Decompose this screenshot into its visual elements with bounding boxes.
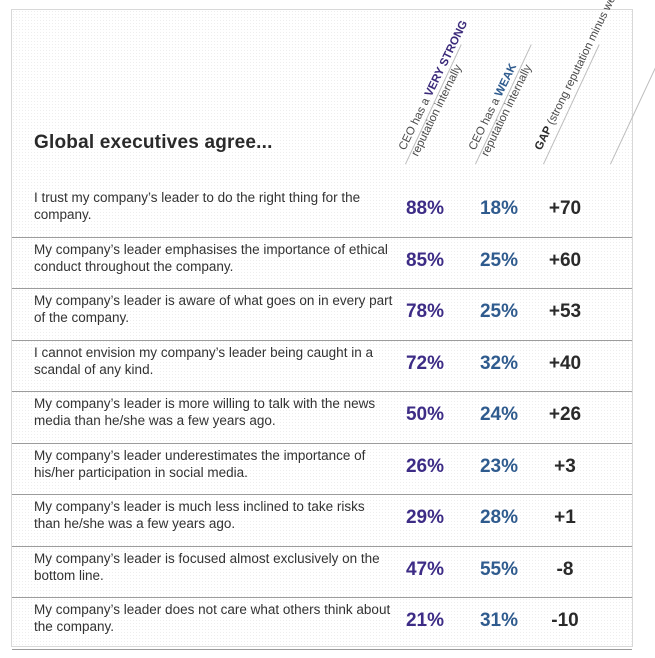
- value-very-strong: 78%: [405, 301, 445, 322]
- row-statement: My company’s leader is more willing to t…: [34, 396, 376, 428]
- value-gap: +3: [554, 455, 576, 477]
- table-row: My company’s leader is much less incline…: [12, 495, 632, 547]
- value-weak: 25%: [479, 249, 519, 271]
- value-weak: 24%: [479, 404, 519, 425]
- row-statement: I cannot envision my company’s leader be…: [34, 344, 373, 377]
- value-weak: 18%: [479, 198, 519, 219]
- value-very-strong: 50%: [405, 404, 445, 425]
- column-header-emphasis: GAP: [532, 124, 555, 153]
- table-row: My company’s leader does not care what o…: [12, 598, 632, 650]
- value-weak: 55%: [479, 558, 519, 580]
- table-row: My company’s leader emphasises the impor…: [12, 238, 632, 289]
- value-weak: 31%: [479, 610, 519, 631]
- table-row: My company’s leader is aware of what goe…: [12, 289, 632, 341]
- value-weak: 23%: [479, 455, 519, 477]
- table-row: My company’s leader is focused almost ex…: [12, 547, 632, 598]
- value-weak: 25%: [479, 301, 519, 322]
- table-body: I trust my company’s leader to do the ri…: [12, 186, 632, 650]
- table-row: I trust my company’s leader to do the ri…: [12, 186, 632, 238]
- value-weak: 32%: [479, 352, 519, 374]
- value-very-strong: 47%: [405, 558, 445, 580]
- row-statement: I trust my company’s leader to do the ri…: [34, 190, 361, 222]
- chart-frame: Global executives agree... CEO has a VER…: [12, 0, 655, 650]
- value-very-strong: 29%: [405, 507, 445, 528]
- value-gap: +40: [548, 352, 582, 374]
- row-statement: My company’s leader underestimates the i…: [34, 447, 366, 480]
- value-weak: 28%: [479, 507, 519, 528]
- value-gap: +60: [548, 249, 582, 271]
- chart-title: Global executives agree...: [34, 132, 273, 153]
- value-very-strong: 72%: [405, 352, 445, 374]
- value-very-strong: 88%: [405, 198, 445, 219]
- value-gap: +1: [554, 507, 576, 528]
- table-row: My company’s leader is more willing to t…: [12, 392, 632, 444]
- row-statement: My company’s leader does not care what o…: [34, 602, 391, 634]
- value-gap: +70: [548, 198, 582, 219]
- value-very-strong: 26%: [405, 455, 445, 477]
- value-very-strong: 85%: [405, 249, 445, 271]
- value-gap: +26: [548, 404, 582, 425]
- table-row: I cannot envision my company’s leader be…: [12, 341, 632, 392]
- value-gap: +53: [548, 301, 582, 322]
- row-statement: My company’s leader emphasises the impor…: [34, 241, 388, 274]
- row-statement: My company’s leader is much less incline…: [34, 499, 365, 531]
- value-gap: -8: [556, 558, 574, 580]
- value-very-strong: 21%: [405, 610, 445, 631]
- value-gap: -10: [551, 610, 579, 631]
- row-statement: My company’s leader is focused almost ex…: [34, 550, 380, 583]
- row-statement: My company’s leader is aware of what goe…: [34, 293, 393, 325]
- table-row: My company’s leader underestimates the i…: [12, 444, 632, 495]
